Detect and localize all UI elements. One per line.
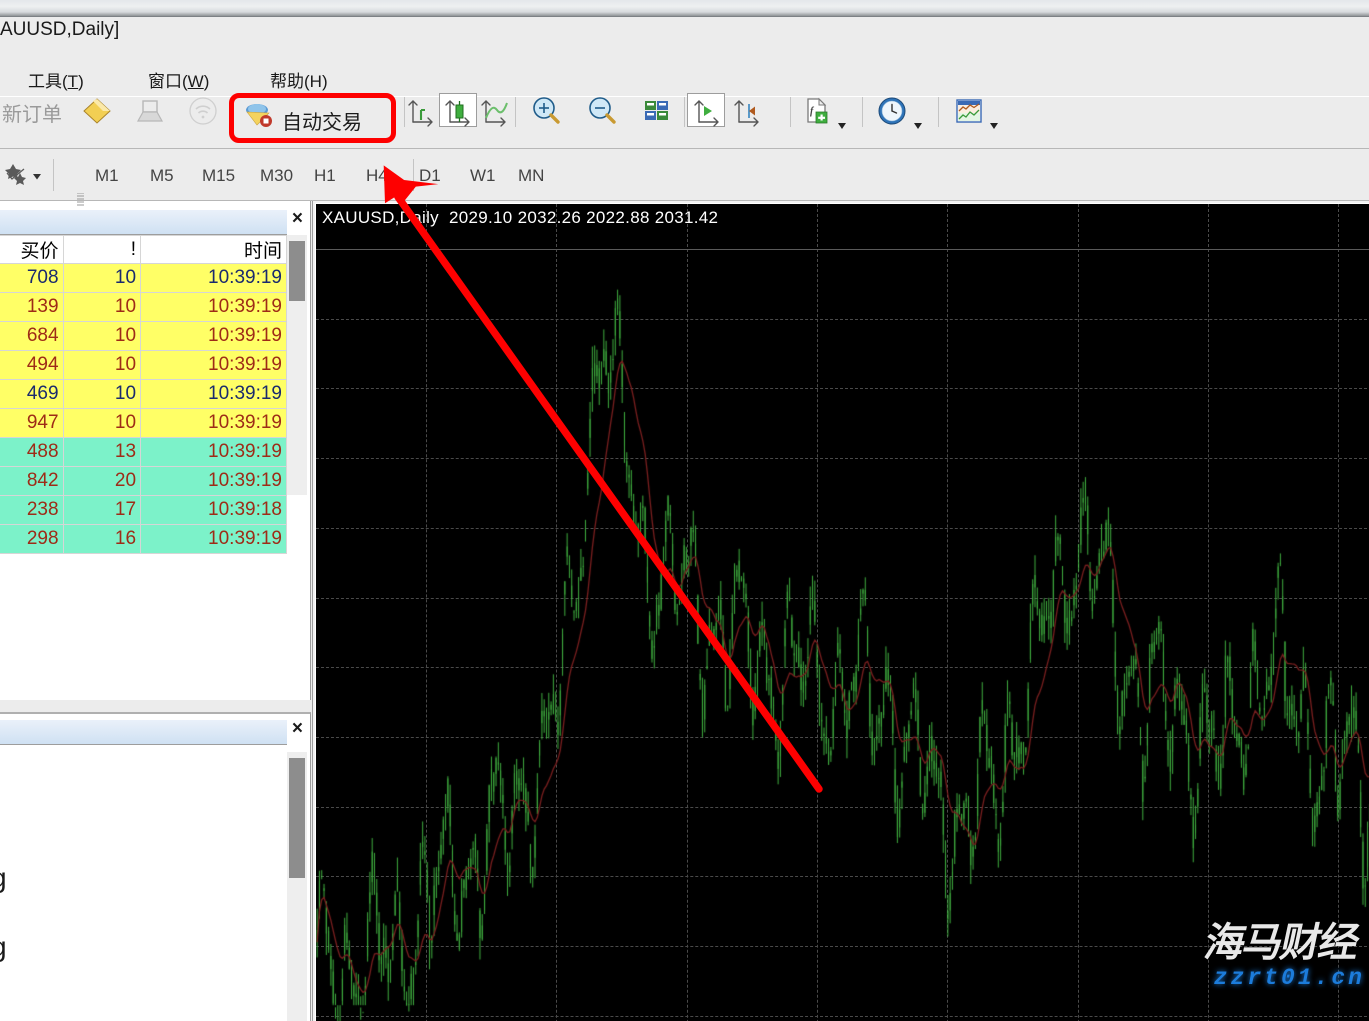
svg-text:海马财经: 海马财经 bbox=[1201, 919, 1364, 964]
